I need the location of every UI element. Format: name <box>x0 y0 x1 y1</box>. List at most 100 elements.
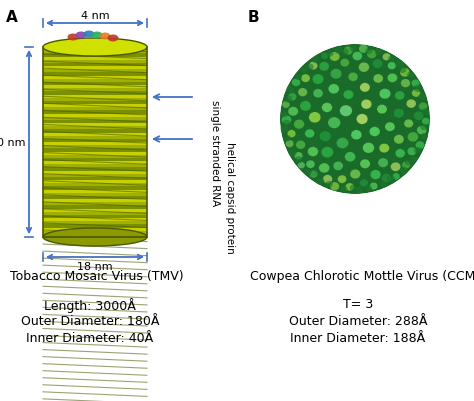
Ellipse shape <box>414 148 422 154</box>
Bar <box>43 121 147 124</box>
Ellipse shape <box>360 83 370 93</box>
Ellipse shape <box>309 171 318 179</box>
Ellipse shape <box>408 133 419 142</box>
Ellipse shape <box>322 103 332 113</box>
Ellipse shape <box>419 103 428 111</box>
Bar <box>43 136 147 140</box>
Bar <box>43 133 147 137</box>
Ellipse shape <box>301 75 310 83</box>
Ellipse shape <box>373 75 383 84</box>
Ellipse shape <box>393 109 404 119</box>
Bar <box>43 124 147 127</box>
Text: helical capsid protein: helical capsid protein <box>225 142 235 253</box>
Ellipse shape <box>422 118 430 126</box>
Ellipse shape <box>406 100 416 109</box>
Ellipse shape <box>330 69 342 80</box>
Ellipse shape <box>285 140 294 148</box>
Ellipse shape <box>91 32 102 39</box>
Ellipse shape <box>284 136 291 142</box>
Ellipse shape <box>304 170 311 176</box>
Ellipse shape <box>370 170 381 180</box>
Ellipse shape <box>327 51 333 57</box>
Bar <box>43 92 147 95</box>
Bar <box>43 193 147 196</box>
Text: Length: 3000Å: Length: 3000Å <box>44 297 136 312</box>
Bar <box>43 111 147 115</box>
Ellipse shape <box>321 53 328 60</box>
Ellipse shape <box>282 102 290 109</box>
Ellipse shape <box>395 61 404 69</box>
Ellipse shape <box>407 73 414 79</box>
Ellipse shape <box>404 120 413 128</box>
Ellipse shape <box>296 141 305 150</box>
Bar <box>43 146 147 149</box>
Ellipse shape <box>333 162 343 171</box>
Ellipse shape <box>345 152 356 162</box>
Ellipse shape <box>414 112 424 121</box>
Ellipse shape <box>383 54 391 61</box>
Ellipse shape <box>346 183 354 191</box>
Text: 300 nm: 300 nm <box>0 138 26 148</box>
Ellipse shape <box>330 182 339 191</box>
Ellipse shape <box>288 107 298 117</box>
Bar <box>43 187 147 190</box>
Ellipse shape <box>292 79 301 87</box>
Bar <box>43 54 147 58</box>
Bar <box>43 158 147 162</box>
Bar <box>43 149 147 152</box>
Ellipse shape <box>402 162 410 169</box>
Ellipse shape <box>348 73 358 82</box>
Bar <box>43 168 147 171</box>
Ellipse shape <box>369 127 380 137</box>
Bar <box>43 212 147 216</box>
Ellipse shape <box>319 132 331 142</box>
Ellipse shape <box>308 147 318 157</box>
Bar <box>43 73 147 77</box>
Ellipse shape <box>43 229 147 246</box>
Ellipse shape <box>323 175 332 184</box>
Ellipse shape <box>340 59 349 68</box>
Ellipse shape <box>306 161 315 169</box>
Text: Cowpea Chlorotic Mottle Virus (CCMV): Cowpea Chlorotic Mottle Virus (CCMV) <box>250 269 474 282</box>
Bar <box>43 95 147 99</box>
Bar <box>43 67 147 70</box>
Ellipse shape <box>360 180 368 187</box>
Ellipse shape <box>399 67 406 73</box>
Ellipse shape <box>301 67 308 74</box>
Ellipse shape <box>312 75 324 85</box>
Ellipse shape <box>414 86 422 93</box>
Ellipse shape <box>340 106 352 117</box>
Ellipse shape <box>298 89 308 97</box>
Bar <box>43 219 147 222</box>
Ellipse shape <box>316 178 324 185</box>
Ellipse shape <box>379 144 390 154</box>
Bar <box>43 184 147 187</box>
Ellipse shape <box>319 164 329 173</box>
Ellipse shape <box>400 69 410 78</box>
Ellipse shape <box>405 160 411 166</box>
Bar <box>43 200 147 203</box>
Ellipse shape <box>344 47 353 56</box>
Ellipse shape <box>309 113 321 124</box>
Ellipse shape <box>337 138 348 149</box>
Ellipse shape <box>375 49 382 56</box>
Bar <box>43 127 147 130</box>
Ellipse shape <box>379 89 391 100</box>
Bar <box>43 215 147 219</box>
Ellipse shape <box>294 152 303 160</box>
Ellipse shape <box>43 39 147 57</box>
Ellipse shape <box>420 134 428 140</box>
Bar <box>43 206 147 209</box>
Bar <box>43 162 147 165</box>
Ellipse shape <box>422 109 429 116</box>
Text: Inner Diameter: 188Å: Inner Diameter: 188Å <box>291 331 426 344</box>
Text: Outer Diameter: 288Å: Outer Diameter: 288Å <box>289 314 427 327</box>
Ellipse shape <box>359 45 368 54</box>
Ellipse shape <box>365 186 372 192</box>
Ellipse shape <box>326 182 333 188</box>
Ellipse shape <box>387 176 395 183</box>
Ellipse shape <box>377 105 387 115</box>
Bar <box>43 61 147 64</box>
Ellipse shape <box>378 158 388 168</box>
Ellipse shape <box>282 116 292 125</box>
